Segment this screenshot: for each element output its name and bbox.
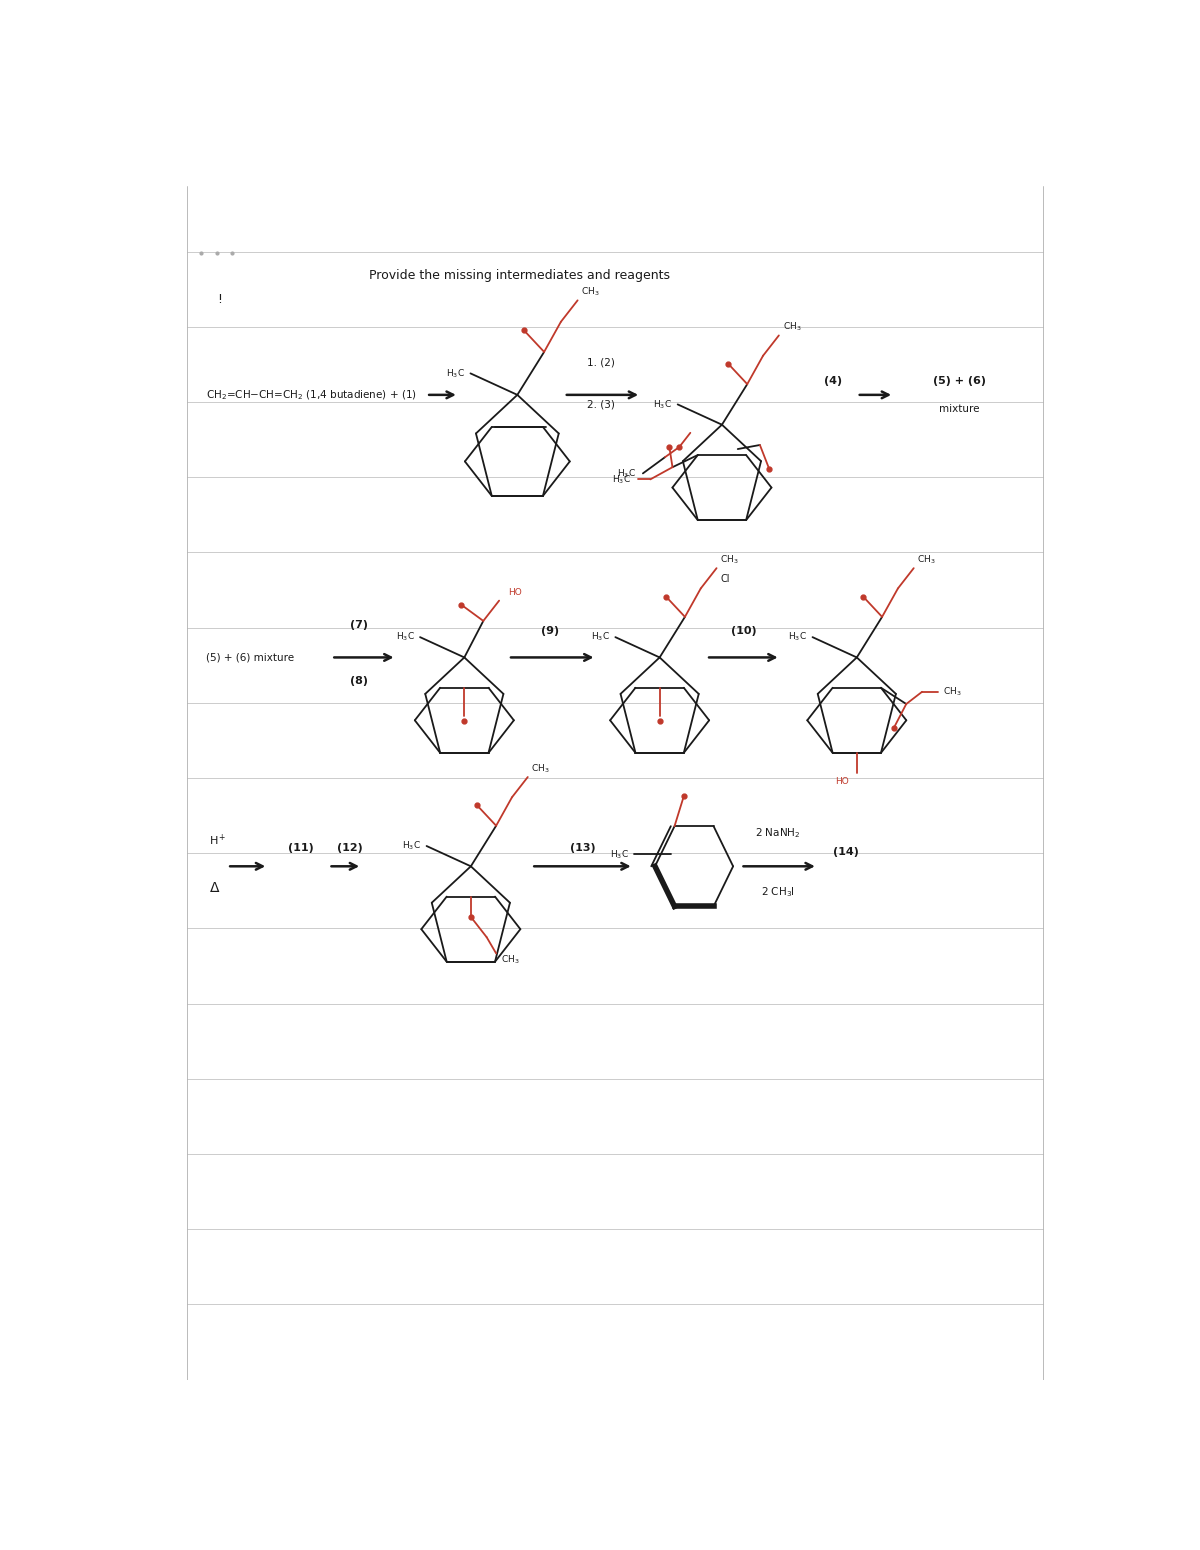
Text: CH$_3$: CH$_3$: [532, 763, 550, 775]
Text: (10): (10): [731, 626, 756, 636]
Text: 1. (2): 1. (2): [587, 358, 614, 367]
Text: HO: HO: [509, 587, 522, 597]
Text: (12): (12): [337, 843, 362, 854]
Text: Cl: Cl: [720, 574, 730, 584]
Text: H$_3$C: H$_3$C: [653, 398, 672, 411]
Text: H$_3$C: H$_3$C: [610, 848, 629, 860]
Text: 2 CH$_3$I: 2 CH$_3$I: [761, 885, 794, 899]
Text: H$_3$C: H$_3$C: [446, 367, 464, 380]
Text: (4): (4): [824, 375, 842, 386]
Text: CH$_2$=CH$-$CH=CH$_2$ (1,4 butadiene) + (1): CH$_2$=CH$-$CH=CH$_2$ (1,4 butadiene) + …: [206, 388, 416, 401]
Text: 2. (3): 2. (3): [587, 400, 614, 409]
Text: H$_3$C: H$_3$C: [402, 840, 421, 852]
Text: !: !: [217, 293, 222, 305]
Text: CH$_3$: CH$_3$: [581, 285, 600, 298]
Text: CH$_3$: CH$_3$: [782, 321, 802, 333]
Text: (14): (14): [833, 846, 858, 857]
Text: mixture: mixture: [938, 405, 979, 414]
Text: (13): (13): [570, 843, 595, 854]
Text: (9): (9): [541, 626, 559, 636]
Text: H$_3$C: H$_3$C: [396, 631, 414, 643]
Text: CH$_3$: CH$_3$: [720, 553, 739, 566]
Text: (7): (7): [350, 620, 368, 631]
Text: (8): (8): [350, 676, 368, 687]
Text: (5) + (6): (5) + (6): [932, 375, 985, 386]
Text: H$_3$C: H$_3$C: [590, 631, 610, 643]
Text: $\Delta$: $\Delta$: [209, 880, 220, 894]
Text: CH$_3$: CH$_3$: [918, 553, 936, 566]
Text: Provide the missing intermediates and reagents: Provide the missing intermediates and re…: [368, 270, 670, 282]
Text: (11): (11): [288, 843, 313, 854]
Text: H$_3$C: H$_3$C: [612, 473, 631, 485]
Text: H$^+$: H$^+$: [209, 832, 226, 848]
Text: HO: HO: [835, 777, 850, 786]
Text: CH$_3$: CH$_3$: [500, 953, 520, 966]
Text: H$_3$C: H$_3$C: [617, 467, 636, 479]
Text: 2 NaNH$_2$: 2 NaNH$_2$: [755, 826, 800, 840]
Text: CH$_3$: CH$_3$: [943, 685, 961, 698]
Text: H$_3$C: H$_3$C: [788, 631, 806, 643]
Text: (5) + (6) mixture: (5) + (6) mixture: [206, 653, 294, 662]
